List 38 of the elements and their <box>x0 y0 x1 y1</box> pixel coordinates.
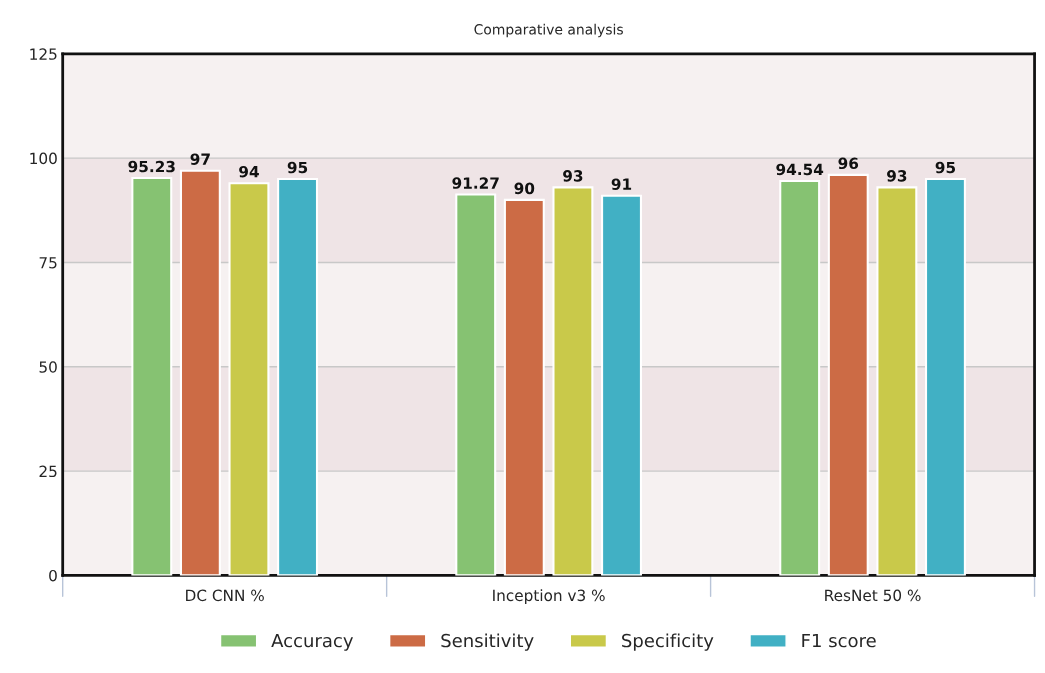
bar <box>179 169 221 576</box>
x-tick-label: Inception v3 % <box>493 589 605 605</box>
data-label: 94.54 <box>776 163 824 176</box>
legend-label: Specificity <box>622 633 714 651</box>
data-label: 91 <box>611 178 632 190</box>
data-label: 96 <box>838 157 859 170</box>
bar <box>876 186 918 576</box>
x-tick-label: ResNet 50 % <box>825 589 921 602</box>
y-tick-label: 100 <box>30 152 57 165</box>
legend-label: Sensitivity <box>441 633 534 651</box>
x-tick-label: DC CNN % <box>186 589 264 602</box>
data-label: 91.27 <box>452 177 499 189</box>
bar <box>601 194 642 576</box>
data-label: 94 <box>239 165 259 178</box>
y-tick-label: 75 <box>39 257 57 269</box>
y-tick-label: 25 <box>39 465 57 478</box>
bar <box>779 179 821 576</box>
data-label: 93 <box>563 170 583 182</box>
data-label: 97 <box>190 153 210 165</box>
bar <box>277 177 319 576</box>
y-tick-label: 125 <box>30 48 57 60</box>
bar <box>228 182 270 576</box>
bar <box>924 177 966 576</box>
bar <box>455 193 497 576</box>
data-label: 95 <box>287 161 308 174</box>
data-label: 95 <box>935 161 956 174</box>
y-tick-label: 50 <box>39 361 57 373</box>
legend-label: F1 score <box>802 633 876 648</box>
y-tick-label: 0 <box>49 569 57 582</box>
bar <box>827 173 869 576</box>
data-label: 93 <box>887 170 907 182</box>
bar <box>552 186 594 576</box>
legend-label: Accuracy <box>271 633 353 651</box>
chart-title: Comparative analysis <box>474 23 623 38</box>
bar <box>503 198 545 576</box>
data-label: 95.23 <box>128 160 175 173</box>
data-label: 90 <box>514 182 535 195</box>
bar <box>131 177 173 576</box>
